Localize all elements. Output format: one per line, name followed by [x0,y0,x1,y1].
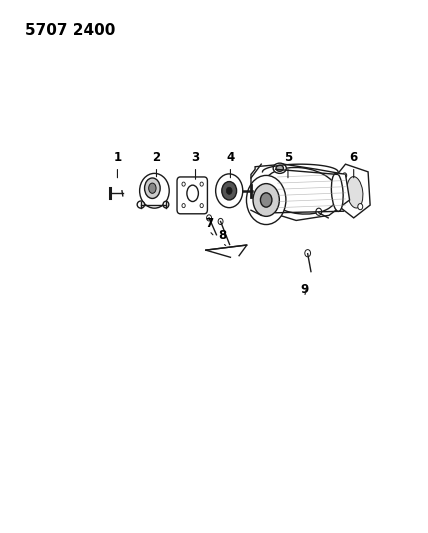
Ellipse shape [140,173,169,208]
Ellipse shape [273,163,286,173]
Circle shape [260,193,272,207]
Text: 5: 5 [284,151,292,164]
Text: 4: 4 [226,151,235,164]
Text: 6: 6 [350,151,358,164]
Text: 7: 7 [205,216,213,230]
Text: 8: 8 [218,229,226,242]
Ellipse shape [187,185,199,201]
Circle shape [182,182,185,186]
Circle shape [216,174,243,208]
Circle shape [182,204,185,208]
Ellipse shape [163,201,169,208]
Text: 2: 2 [152,151,160,164]
Circle shape [200,182,203,186]
Circle shape [226,187,232,195]
Circle shape [218,219,223,224]
Circle shape [305,249,311,257]
Circle shape [222,182,237,200]
Circle shape [316,208,322,215]
Ellipse shape [145,178,160,198]
Ellipse shape [331,173,343,212]
Polygon shape [251,164,350,221]
Polygon shape [337,164,370,218]
Ellipse shape [137,201,145,208]
Circle shape [207,215,211,221]
Circle shape [342,173,347,178]
Circle shape [200,204,203,208]
Ellipse shape [347,176,363,208]
Circle shape [358,204,363,209]
FancyBboxPatch shape [177,177,208,214]
Text: 1: 1 [113,151,122,164]
Text: 5707 2400: 5707 2400 [25,23,116,38]
Text: 9: 9 [300,283,309,296]
Circle shape [253,183,279,216]
Ellipse shape [149,183,156,193]
Text: 3: 3 [191,151,199,164]
Ellipse shape [276,165,283,171]
Circle shape [247,175,286,224]
